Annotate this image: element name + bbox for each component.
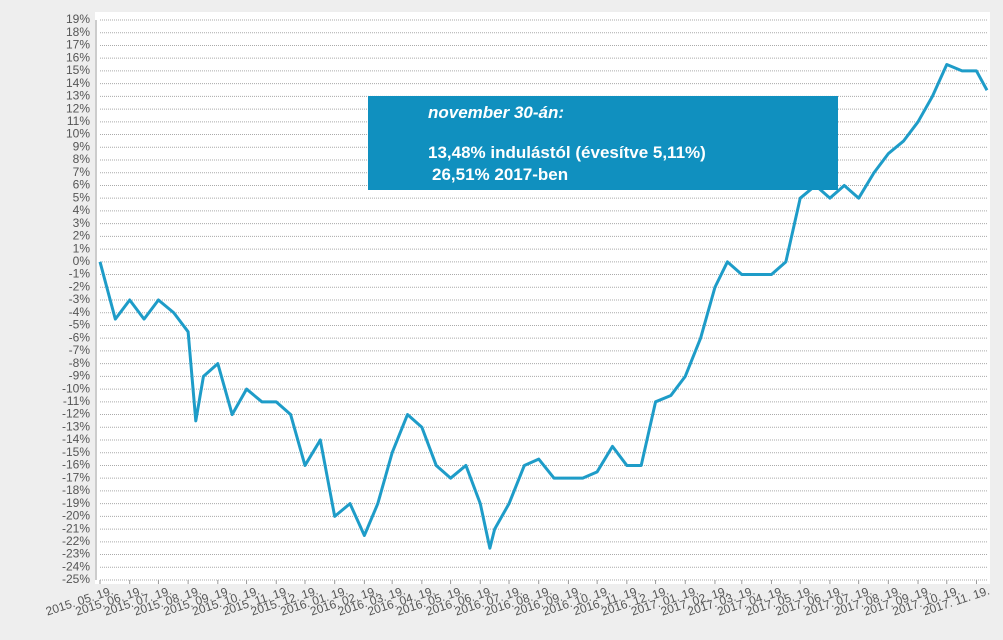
y-tick-label: 10% (66, 127, 90, 141)
y-tick-label: -22% (62, 534, 90, 548)
y-tick-label: -5% (69, 318, 91, 332)
y-tick-label: -21% (62, 521, 90, 535)
y-tick-label: -25% (62, 572, 90, 586)
y-tick-label: -1% (69, 267, 91, 281)
annotation: 13,48% indulástól (évesítve 5,11%) (428, 143, 706, 162)
y-tick-label: 4% (73, 203, 91, 217)
y-tick-label: -2% (69, 279, 91, 293)
y-tick-label: 18% (66, 25, 90, 39)
y-tick-label: 19% (66, 12, 90, 26)
y-tick-label: 2% (73, 229, 91, 243)
y-tick-label: 7% (73, 165, 91, 179)
y-tick-label: 17% (66, 38, 90, 52)
y-tick-label: -10% (62, 381, 90, 395)
y-tick-label: -13% (62, 419, 90, 433)
y-tick-label: 0% (73, 254, 91, 268)
y-tick-label: 5% (73, 190, 91, 204)
y-tick-label: -15% (62, 445, 90, 459)
annotation: november 30-án: (428, 103, 564, 122)
y-tick-label: 1% (73, 241, 91, 255)
y-tick-label: 8% (73, 152, 91, 166)
y-tick-label: -23% (62, 547, 90, 561)
y-tick-label: -9% (69, 369, 91, 383)
y-tick-label: 9% (73, 139, 91, 153)
y-tick-label: 6% (73, 178, 91, 192)
y-tick-label: 11% (67, 114, 90, 128)
y-tick-label: -24% (62, 559, 90, 573)
y-tick-label: -3% (69, 292, 91, 306)
annotation-box (368, 96, 838, 190)
annotation: 26,51% 2017-ben (432, 165, 568, 184)
y-tick-label: -18% (62, 483, 90, 497)
y-tick-label: -20% (62, 509, 90, 523)
y-tick-label: -14% (62, 432, 90, 446)
y-tick-label: 13% (66, 89, 90, 103)
y-tick-label: 12% (66, 101, 90, 115)
y-tick-label: -8% (69, 356, 91, 370)
y-tick-label: 14% (66, 76, 90, 90)
y-tick-label: -6% (69, 330, 91, 344)
y-tick-label: -11% (63, 394, 90, 408)
y-tick-label: 16% (66, 50, 90, 64)
y-tick-label: -16% (62, 458, 90, 472)
y-tick-label: -12% (62, 407, 90, 421)
y-tick-label: -7% (69, 343, 91, 357)
y-tick-label: 15% (66, 63, 90, 77)
y-tick-label: -17% (62, 470, 90, 484)
series-line (98, 63, 989, 550)
y-tick-label: -19% (62, 496, 90, 510)
y-tick-label: 3% (73, 216, 91, 230)
y-tick-label: -4% (69, 305, 91, 319)
